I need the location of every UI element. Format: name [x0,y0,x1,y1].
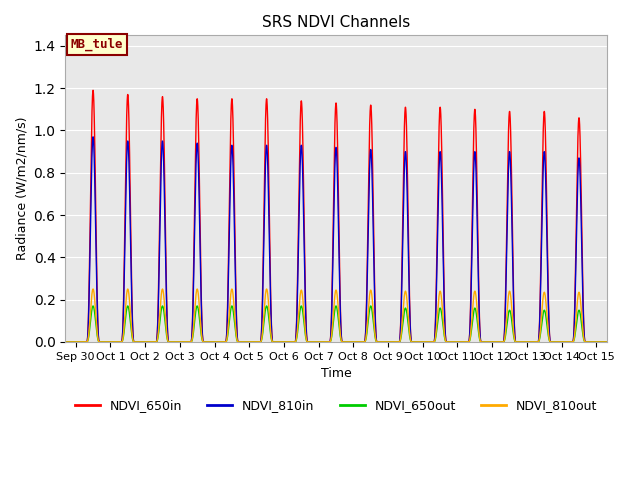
Title: SRS NDVI Channels: SRS NDVI Channels [262,15,410,30]
NDVI_650in [441,306,449,312]
NDVI_650out [248,339,256,345]
Text: MB_tule: MB_tule [70,37,123,51]
NDVI_650in [397,321,404,327]
NDVI_810in [613,277,621,283]
NDVI_810in [54,339,62,345]
X-axis label: Time: Time [321,367,351,380]
NDVI_810in [606,277,614,283]
NDVI_650out [606,328,614,334]
NDVI_810out [441,332,449,338]
NDVI_650out [613,328,621,334]
NDVI_650out [441,335,449,340]
NDVI_810in [248,339,256,345]
NDVI_810in [313,339,321,345]
NDVI_650in [248,339,256,345]
NDVI_810out [393,339,401,345]
NDVI_810in [397,324,404,330]
Y-axis label: Radiance (W/m2/nm/s): Radiance (W/m2/nm/s) [15,117,28,260]
NDVI_810out [606,323,614,328]
NDVI_650out [54,339,62,345]
NDVI_810out [613,323,621,328]
Line: NDVI_810out: NDVI_810out [58,289,617,342]
NDVI_810out [397,335,404,341]
NDVI_810out [54,339,62,345]
NDVI_810in [441,312,449,318]
Legend: NDVI_650in, NDVI_810in, NDVI_650out, NDVI_810out: NDVI_650in, NDVI_810in, NDVI_650out, NDV… [70,394,602,417]
NDVI_810out [313,339,321,345]
NDVI_650out [397,336,404,342]
NDVI_650in [606,264,614,270]
NDVI_810out [89,286,97,292]
NDVI_810in [89,134,97,140]
NDVI_650out [313,339,321,345]
NDVI_810in [393,339,401,345]
Line: NDVI_650in: NDVI_650in [58,90,617,342]
Line: NDVI_650out: NDVI_650out [58,306,617,342]
NDVI_650in [393,339,401,345]
NDVI_650out [393,339,401,345]
NDVI_810out [248,339,256,345]
Line: NDVI_810in: NDVI_810in [58,137,617,342]
NDVI_650out [89,303,97,309]
NDVI_650in [54,339,62,345]
NDVI_650in [89,87,97,93]
NDVI_650in [613,264,621,270]
NDVI_650in [313,339,321,345]
